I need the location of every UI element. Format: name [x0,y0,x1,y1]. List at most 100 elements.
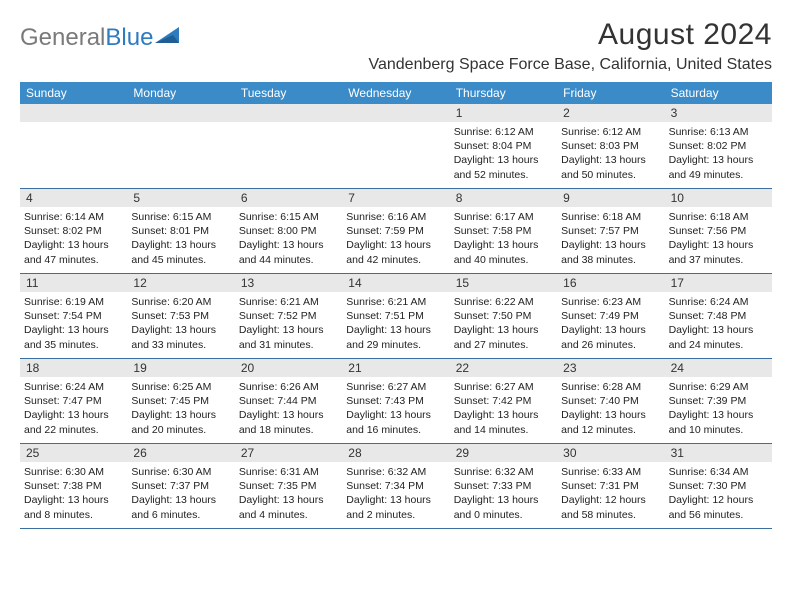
sunrise-text: Sunrise: 6:31 AM [239,465,338,479]
sunrise-text: Sunrise: 6:21 AM [346,295,445,309]
sunset-text: Sunset: 7:51 PM [346,309,445,323]
day-cell: 18Sunrise: 6:24 AMSunset: 7:47 PMDayligh… [20,359,127,443]
sunset-text: Sunset: 7:30 PM [669,479,768,493]
day-cell: 8Sunrise: 6:17 AMSunset: 7:58 PMDaylight… [450,189,557,273]
sunrise-text: Sunrise: 6:28 AM [561,380,660,394]
day-number: 22 [450,359,557,377]
daylight-text: Daylight: 13 hours and 26 minutes. [561,323,660,351]
weekday-header: Monday [127,82,234,104]
day-cell: 14 Sunrise: 6:21 AMSunset: 7:51 PMDayligh… [342,274,449,358]
daylight-text: Daylight: 13 hours and 29 minutes. [346,323,445,351]
daylight-text: Daylight: 13 hours and 44 minutes. [239,238,338,266]
sunrise-text: Sunrise: 6:12 AM [561,125,660,139]
sunrise-text: Sunrise: 6:23 AM [561,295,660,309]
calendar-page: GeneralBlue August 2024 Vandenberg Space… [0,0,792,612]
day-number [127,104,234,122]
brand-triangle-icon [155,24,181,52]
sunrise-text: Sunrise: 6:18 AM [669,210,768,224]
daylight-text: Daylight: 13 hours and 16 minutes. [346,408,445,436]
brand-logo: GeneralBlue [20,18,181,52]
sunset-text: Sunset: 7:47 PM [24,394,123,408]
day-info: Sunrise: 6:12 AMSunset: 8:04 PMDaylight:… [454,125,553,182]
title-block: August 2024 Vandenberg Space Force Base,… [369,18,773,74]
day-number: 4 [20,189,127,207]
daylight-text: Daylight: 13 hours and 37 minutes. [669,238,768,266]
sunset-text: Sunset: 7:31 PM [561,479,660,493]
day-info: Sunrise: 6:26 AMSunset: 7:44 PMDaylight:… [239,380,338,437]
day-cell [20,104,127,188]
sunset-text: Sunset: 7:53 PM [131,309,230,323]
sunrise-text: Sunrise: 6:32 AM [454,465,553,479]
weekday-header-row: Sunday Monday Tuesday Wednesday Thursday… [20,82,772,104]
daylight-text: Daylight: 12 hours and 56 minutes. [669,493,768,521]
daylight-text: Daylight: 12 hours and 58 minutes. [561,493,660,521]
sunrise-text: Sunrise: 6:27 AM [454,380,553,394]
day-number: 14 [342,274,449,292]
day-number: 20 [235,359,342,377]
sunset-text: Sunset: 7:56 PM [669,224,768,238]
day-number: 18 [20,359,127,377]
day-info: Sunrise: 6:21 AMSunset: 7:52 PMDaylight:… [239,295,338,352]
day-cell: 11Sunrise: 6:19 AMSunset: 7:54 PMDayligh… [20,274,127,358]
day-number: 5 [127,189,234,207]
day-number: 8 [450,189,557,207]
sunrise-text: Sunrise: 6:22 AM [454,295,553,309]
day-number: 15 [450,274,557,292]
day-info: Sunrise: 6:31 AMSunset: 7:35 PMDaylight:… [239,465,338,522]
daylight-text: Daylight: 13 hours and 8 minutes. [24,493,123,521]
sunset-text: Sunset: 7:38 PM [24,479,123,493]
sunrise-text: Sunrise: 6:21 AM [239,295,338,309]
day-number [235,104,342,122]
day-number: 30 [557,444,664,462]
sunset-text: Sunset: 7:59 PM [346,224,445,238]
sunrise-text: Sunrise: 6:15 AM [131,210,230,224]
day-cell [342,104,449,188]
day-number: 31 [665,444,772,462]
day-info: Sunrise: 6:15 AMSunset: 8:00 PMDaylight:… [239,210,338,267]
daylight-text: Daylight: 13 hours and 31 minutes. [239,323,338,351]
day-cell: 1 Sunrise: 6:12 AMSunset: 8:04 PMDaylight… [450,104,557,188]
sunset-text: Sunset: 7:42 PM [454,394,553,408]
daylight-text: Daylight: 13 hours and 27 minutes. [454,323,553,351]
weekday-header: Wednesday [342,82,449,104]
sunrise-text: Sunrise: 6:14 AM [24,210,123,224]
daylight-text: Daylight: 13 hours and 0 minutes. [454,493,553,521]
day-cell: 15 Sunrise: 6:22 AMSunset: 7:50 PMDayligh… [450,274,557,358]
daylight-text: Daylight: 13 hours and 50 minutes. [561,153,660,181]
sunset-text: Sunset: 7:50 PM [454,309,553,323]
daylight-text: Daylight: 13 hours and 33 minutes. [131,323,230,351]
daylight-text: Daylight: 13 hours and 10 minutes. [669,408,768,436]
day-cell: 22Sunrise: 6:27 AMSunset: 7:42 PMDayligh… [450,359,557,443]
sunset-text: Sunset: 8:02 PM [669,139,768,153]
day-number: 17 [665,274,772,292]
day-info: Sunrise: 6:30 AMSunset: 7:38 PMDaylight:… [24,465,123,522]
sunrise-text: Sunrise: 6:27 AM [346,380,445,394]
day-cell: 4 Sunrise: 6:14 AMSunset: 8:02 PMDaylight… [20,189,127,273]
sunset-text: Sunset: 7:57 PM [561,224,660,238]
day-info: Sunrise: 6:14 AMSunset: 8:02 PMDaylight:… [24,210,123,267]
sunrise-text: Sunrise: 6:16 AM [346,210,445,224]
sunrise-text: Sunrise: 6:13 AM [669,125,768,139]
sunset-text: Sunset: 7:44 PM [239,394,338,408]
sunset-text: Sunset: 7:54 PM [24,309,123,323]
day-cell: 24Sunrise: 6:29 AMSunset: 7:39 PMDayligh… [665,359,772,443]
daylight-text: Daylight: 13 hours and 38 minutes. [561,238,660,266]
sunrise-text: Sunrise: 6:32 AM [346,465,445,479]
brand-part2: Blue [105,24,153,52]
sunset-text: Sunset: 7:37 PM [131,479,230,493]
day-info: Sunrise: 6:23 AMSunset: 7:49 PMDaylight:… [561,295,660,352]
day-number: 16 [557,274,664,292]
week-row: 1 Sunrise: 6:12 AMSunset: 8:04 PMDaylight… [20,104,772,189]
day-number: 6 [235,189,342,207]
day-info: Sunrise: 6:32 AMSunset: 7:34 PMDaylight:… [346,465,445,522]
day-cell [235,104,342,188]
daylight-text: Daylight: 13 hours and 18 minutes. [239,408,338,436]
sunrise-text: Sunrise: 6:12 AM [454,125,553,139]
day-info: Sunrise: 6:18 AMSunset: 7:56 PMDaylight:… [669,210,768,267]
sunrise-text: Sunrise: 6:33 AM [561,465,660,479]
day-number: 1 [450,104,557,122]
day-number: 23 [557,359,664,377]
day-info: Sunrise: 6:25 AMSunset: 7:45 PMDaylight:… [131,380,230,437]
day-number: 19 [127,359,234,377]
day-info: Sunrise: 6:33 AMSunset: 7:31 PMDaylight:… [561,465,660,522]
